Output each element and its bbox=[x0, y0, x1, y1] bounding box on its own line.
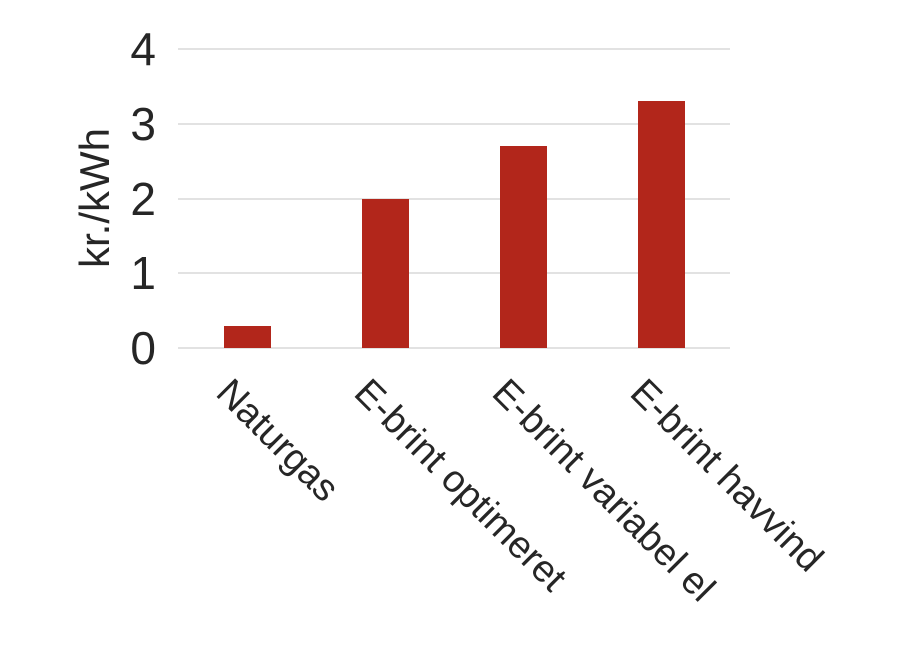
bar bbox=[361, 198, 409, 348]
gridline bbox=[178, 122, 730, 125]
bar bbox=[637, 101, 685, 348]
y-tick-label: 0 bbox=[130, 322, 156, 374]
bar bbox=[499, 146, 547, 348]
bar bbox=[223, 325, 271, 348]
gridline bbox=[178, 272, 730, 275]
gridline bbox=[178, 48, 730, 50]
gridline bbox=[178, 197, 730, 200]
y-tick-label: 3 bbox=[130, 97, 156, 150]
y-tick-label: 4 bbox=[130, 23, 156, 75]
y-tick-label: 2 bbox=[130, 172, 156, 225]
y-tick-label: 1 bbox=[130, 247, 156, 300]
x-category-label: Naturgas bbox=[208, 371, 347, 511]
gridline bbox=[178, 347, 730, 349]
